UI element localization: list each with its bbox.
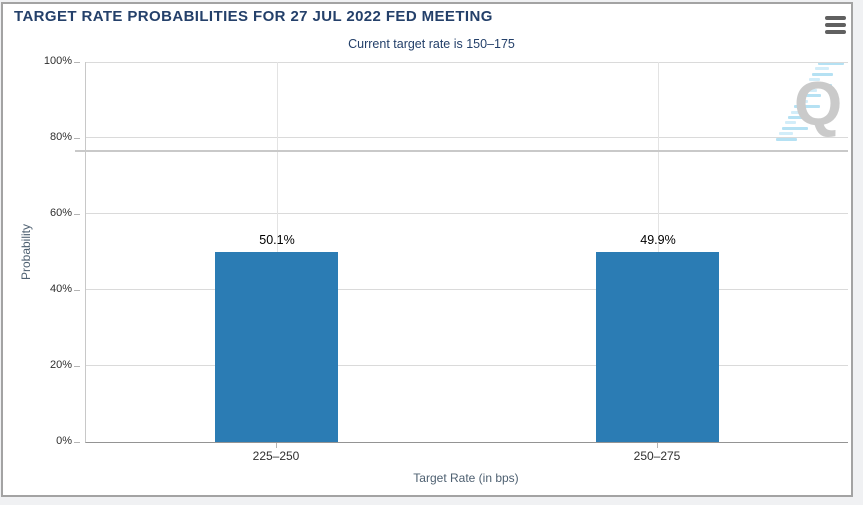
- watermark-speed-line: [785, 121, 796, 125]
- y-axis-tick-label: 20%: [49, 359, 72, 371]
- plot-area: 50.1% 49.9%: [85, 62, 848, 443]
- y-axis-tick-label: 60%: [49, 207, 72, 219]
- chart-context-menu-button[interactable]: [825, 15, 847, 35]
- horizontal-rule-line: [75, 150, 848, 152]
- hamburger-menu-icon: [825, 30, 846, 34]
- hamburger-menu-icon: [825, 23, 846, 27]
- watermark-speed-line: [800, 94, 821, 98]
- watermark-speed-line: [803, 89, 817, 92]
- probability-bar[interactable]: [596, 252, 719, 442]
- y-gridline: [86, 289, 848, 290]
- chart-subtitle: Current target rate is 150–175: [348, 37, 515, 51]
- y-axis-tick-label: 100%: [43, 55, 72, 67]
- bar-value-label: 49.9%: [640, 233, 676, 247]
- y-axis-tick-label: 0%: [56, 435, 72, 447]
- y-axis-tick: [74, 366, 80, 367]
- watermark-speed-line: [782, 126, 808, 130]
- y-axis-tick: [74, 214, 80, 215]
- quikstrike-watermark: Q: [770, 62, 856, 148]
- watermark-speed-line: [812, 72, 833, 76]
- x-axis-title: Target Rate (in bps): [413, 471, 519, 485]
- y-axis-tick: [74, 290, 80, 291]
- watermark-speed-line: [791, 110, 805, 114]
- watermark-speed-line: [806, 83, 832, 87]
- x-axis-category-label: 225–250: [252, 449, 300, 463]
- x-axis-category-label: 250–275: [633, 449, 681, 463]
- bar-value-label: 50.1%: [259, 233, 295, 247]
- y-axis-tick: [74, 62, 80, 63]
- y-gridline: [86, 62, 848, 63]
- y-axis-tick-label: 40%: [49, 283, 72, 295]
- watermark-speed-line: [788, 116, 809, 119]
- chart-title: TARGET RATE PROBABILITIES FOR 27 JUL 202…: [14, 8, 493, 25]
- watermark-speed-line: [818, 62, 844, 65]
- watermark-speed-line: [797, 99, 808, 103]
- x-axis-tick: [657, 443, 658, 448]
- watermark-speed-line: [776, 137, 797, 141]
- y-gridline: [86, 137, 848, 138]
- y-gridline: [86, 365, 848, 366]
- y-gridline: [86, 213, 848, 214]
- hamburger-menu-icon: [825, 16, 846, 20]
- quikstrike-q-logo-icon: Q: [794, 70, 843, 139]
- y-axis-tick-label: 80%: [49, 131, 72, 143]
- probability-bar[interactable]: [215, 252, 338, 442]
- y-axis-tick: [74, 138, 80, 139]
- watermark-speed-line: [794, 105, 820, 109]
- x-axis-tick: [276, 443, 277, 448]
- watermark-speed-line: [779, 132, 793, 136]
- watermark-speed-line: [815, 67, 829, 71]
- y-axis-tick: [74, 442, 80, 443]
- watermark-speed-line: [809, 78, 820, 82]
